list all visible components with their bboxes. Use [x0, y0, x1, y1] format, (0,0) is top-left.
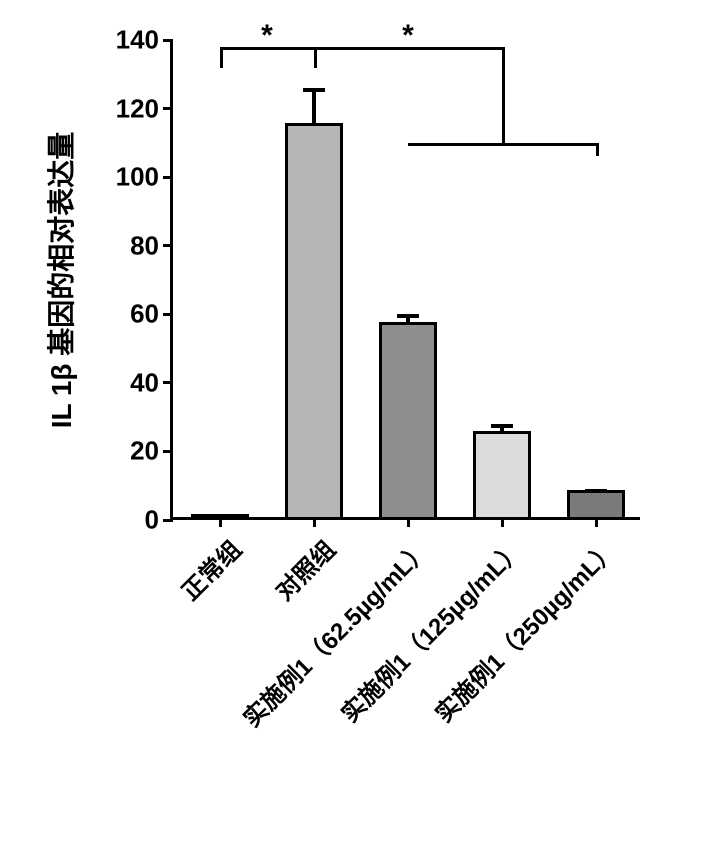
significance-line: [408, 143, 596, 146]
plot-area: 020406080100120140正常组对照组实施例1（62.5µg/mL）实…: [170, 40, 640, 520]
x-tick: [501, 517, 504, 527]
y-tick: [163, 450, 173, 453]
bar: [379, 322, 437, 517]
y-tick-label: 0: [145, 505, 159, 536]
y-tick-label: 100: [116, 162, 159, 193]
y-tick: [163, 176, 173, 179]
x-tick: [313, 517, 316, 527]
error-bar-cap: [491, 424, 513, 428]
y-tick: [163, 313, 173, 316]
x-tick: [407, 517, 410, 527]
x-tick-label: 实施例1（250µg/mL）: [426, 531, 624, 729]
y-tick-label: 140: [116, 25, 159, 56]
significance-line: [220, 47, 223, 68]
significance-star: *: [261, 19, 273, 53]
y-axis-label: IL 1β 基因的相对表达量: [40, 132, 80, 429]
bar-chart-figure: 020406080100120140正常组对照组实施例1（62.5µg/mL）实…: [0, 0, 721, 857]
error-bar-stem: [312, 88, 316, 126]
bar: [285, 123, 343, 517]
y-tick-label: 120: [116, 93, 159, 124]
significance-line: [502, 47, 505, 146]
x-tick: [219, 517, 222, 527]
x-tick-label: 对照组: [266, 531, 342, 607]
y-tick: [163, 519, 173, 522]
y-tick-label: 60: [130, 299, 159, 330]
bar: [567, 490, 625, 517]
x-tick-label: 正常组: [172, 531, 248, 607]
significance-line: [314, 47, 317, 68]
error-bar-cap: [585, 489, 607, 493]
y-tick: [163, 107, 173, 110]
error-bar-cap: [303, 88, 325, 92]
y-tick: [163, 39, 173, 42]
y-tick: [163, 244, 173, 247]
y-tick-label: 40: [130, 367, 159, 398]
bar: [473, 431, 531, 517]
x-tick: [595, 517, 598, 527]
y-tick: [163, 381, 173, 384]
significance-star: *: [402, 19, 414, 53]
error-bar-cap: [397, 314, 419, 318]
significance-line: [596, 143, 599, 156]
y-tick-label: 80: [130, 230, 159, 261]
y-tick-label: 20: [130, 436, 159, 467]
